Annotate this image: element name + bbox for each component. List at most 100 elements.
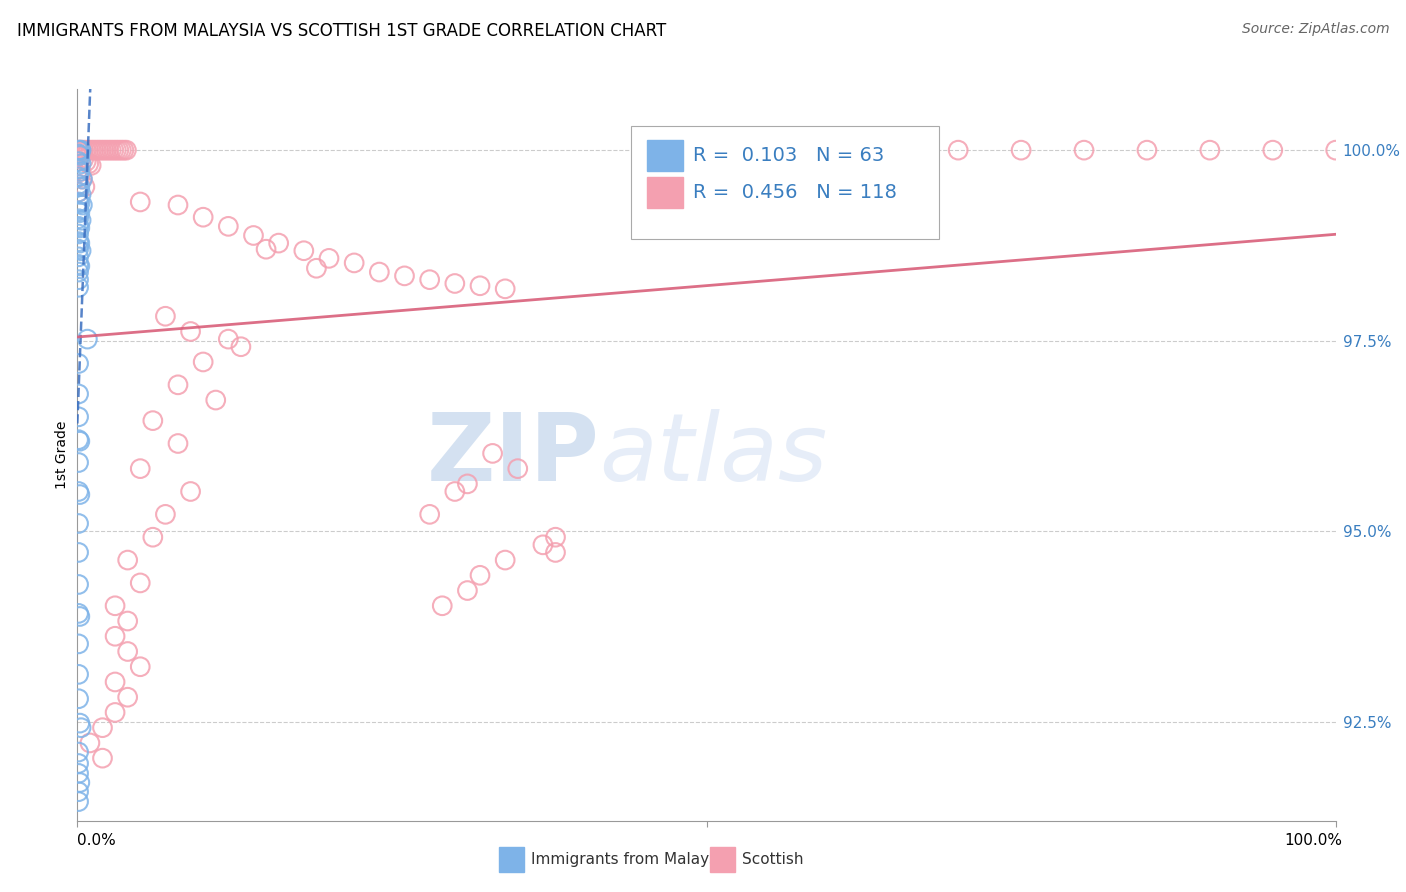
Point	[67, 766, 90, 780]
Point	[77, 143, 100, 157]
Point	[419, 273, 441, 287]
Point	[67, 785, 90, 799]
Point	[67, 154, 90, 169]
Text: IMMIGRANTS FROM MALAYSIA VS SCOTTISH 1ST GRADE CORRELATION CHART: IMMIGRANTS FROM MALAYSIA VS SCOTTISH 1ST…	[17, 22, 666, 40]
Point	[69, 716, 91, 731]
Point	[104, 706, 127, 720]
Point	[70, 244, 93, 258]
Point	[67, 667, 90, 681]
Point	[104, 675, 127, 690]
Point	[67, 185, 90, 199]
Point	[67, 219, 90, 234]
Point	[117, 614, 139, 628]
Point	[1198, 143, 1220, 157]
Point	[69, 259, 91, 273]
Point	[456, 476, 478, 491]
Point	[72, 143, 94, 157]
Point	[432, 599, 454, 613]
Text: Scottish: Scottish	[742, 853, 804, 867]
Point	[444, 484, 467, 499]
Point	[69, 178, 91, 192]
Point	[69, 220, 91, 235]
Point	[70, 187, 93, 202]
Point	[821, 143, 844, 157]
Point	[468, 568, 491, 582]
Point	[115, 143, 138, 157]
Point	[72, 153, 94, 167]
Point	[948, 143, 970, 157]
Point	[254, 242, 277, 256]
Point	[394, 268, 416, 283]
Point	[72, 198, 94, 212]
FancyBboxPatch shape	[631, 126, 939, 239]
Point	[80, 158, 103, 172]
Point	[67, 433, 90, 447]
Point	[1073, 143, 1095, 157]
Point	[69, 179, 91, 194]
Point	[76, 332, 98, 346]
Point	[69, 164, 91, 178]
Point	[204, 393, 226, 408]
Point	[70, 143, 93, 157]
Point	[70, 151, 93, 165]
Point	[84, 143, 107, 157]
Point	[481, 446, 503, 460]
Point	[70, 143, 93, 157]
Point	[67, 756, 90, 771]
Point	[91, 751, 114, 765]
Point	[1324, 143, 1347, 157]
Text: Source: ZipAtlas.com: Source: ZipAtlas.com	[1241, 22, 1389, 37]
Text: Immigrants from Malaysia: Immigrants from Malaysia	[531, 853, 731, 867]
Point	[75, 143, 97, 157]
Text: 100.0%: 100.0%	[1285, 833, 1343, 848]
Point	[67, 194, 90, 209]
Point	[73, 179, 96, 194]
Point	[104, 629, 127, 643]
Point	[70, 164, 93, 178]
Point	[112, 143, 135, 157]
Point	[180, 484, 202, 499]
Point	[105, 143, 128, 157]
Point	[67, 143, 90, 157]
Point	[77, 157, 100, 171]
Point	[444, 277, 467, 291]
Point	[79, 736, 101, 750]
Point	[419, 508, 441, 522]
Point	[129, 461, 152, 475]
Point	[96, 143, 118, 157]
Point	[69, 775, 91, 789]
Point	[142, 530, 165, 544]
Point	[67, 280, 90, 294]
Point	[70, 213, 93, 227]
Point	[117, 553, 139, 567]
Point	[155, 310, 177, 324]
Point	[494, 553, 516, 567]
Point	[67, 265, 90, 279]
Point	[67, 607, 90, 621]
Point	[70, 721, 93, 735]
Point	[108, 143, 131, 157]
Point	[67, 691, 90, 706]
Point	[67, 516, 90, 531]
Point	[67, 143, 90, 157]
Point	[217, 219, 239, 234]
Point	[69, 148, 91, 162]
Point	[67, 211, 90, 226]
Point	[67, 795, 90, 809]
Text: atlas: atlas	[599, 409, 828, 500]
Point	[544, 545, 567, 559]
Point	[87, 143, 110, 157]
Point	[67, 745, 90, 759]
Point	[343, 256, 366, 270]
Point	[104, 599, 127, 613]
Point	[117, 690, 139, 705]
Point	[129, 194, 152, 209]
Point	[75, 154, 97, 169]
Point	[155, 508, 177, 522]
Point	[67, 257, 90, 271]
Point	[67, 185, 90, 199]
Point	[531, 538, 554, 552]
Point	[318, 252, 340, 266]
Point	[91, 721, 114, 735]
Point	[69, 169, 91, 184]
